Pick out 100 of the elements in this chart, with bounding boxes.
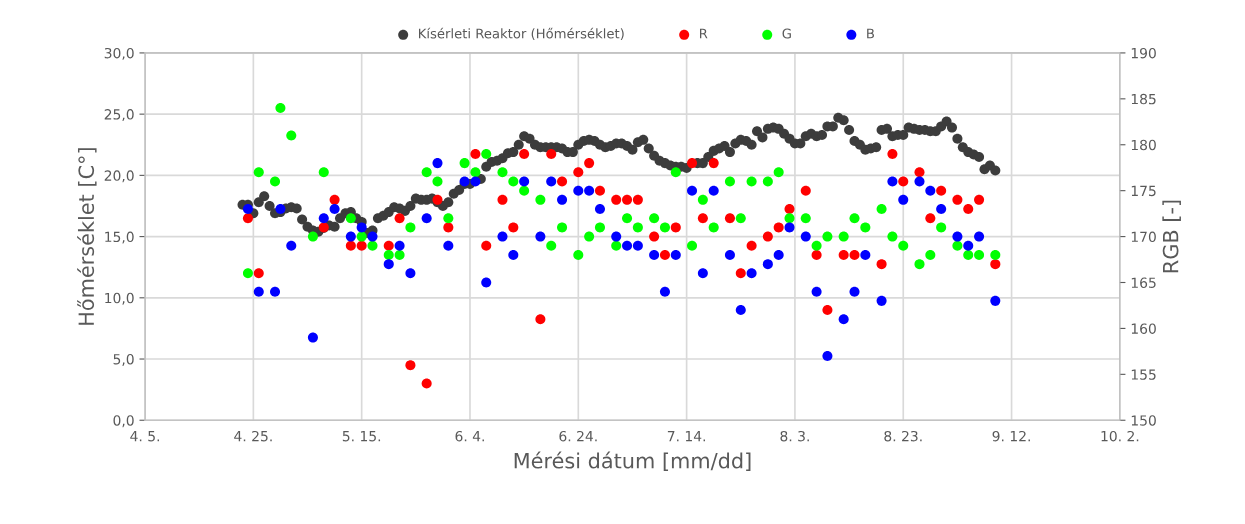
point	[670, 249, 681, 260]
x-tick-label: 8. 3.	[780, 430, 809, 442]
point	[253, 167, 264, 178]
y-tick-label: 5,0	[113, 354, 134, 366]
point	[784, 222, 795, 233]
point	[622, 213, 633, 224]
point	[470, 167, 481, 178]
point	[974, 249, 985, 260]
x-tick-label: 6. 24.	[559, 430, 597, 442]
point	[735, 268, 746, 279]
point	[963, 249, 974, 260]
point	[952, 231, 963, 242]
point	[974, 231, 985, 242]
point	[535, 314, 546, 325]
point	[546, 148, 557, 159]
y-tick-label: 25,0	[104, 109, 134, 122]
point	[659, 249, 670, 260]
point	[800, 213, 811, 224]
y2-tick-label: 185	[1131, 93, 1156, 105]
x-tick-label: 5. 15.	[342, 431, 381, 442]
point	[367, 240, 378, 251]
point	[876, 259, 887, 270]
point	[838, 231, 849, 242]
point	[936, 204, 947, 215]
point	[481, 148, 492, 159]
point	[286, 240, 297, 251]
point	[773, 249, 784, 260]
point	[822, 350, 833, 361]
point	[724, 249, 735, 260]
point	[762, 231, 773, 242]
point	[990, 295, 1001, 306]
legend-label: R	[700, 28, 708, 39]
point	[925, 185, 936, 196]
point	[876, 204, 887, 215]
point	[849, 286, 860, 297]
y2-axis-title: RGB [-]	[1162, 200, 1181, 273]
point	[735, 305, 746, 316]
point	[952, 194, 963, 205]
point	[649, 213, 660, 224]
point	[887, 176, 898, 187]
point	[800, 231, 811, 242]
y2-tick-label: 190	[1131, 47, 1156, 59]
point	[762, 259, 773, 270]
point	[822, 231, 833, 242]
y2-tick-label: 180	[1131, 139, 1156, 151]
point	[470, 176, 481, 187]
point	[914, 259, 925, 270]
point	[270, 286, 281, 297]
point	[849, 213, 860, 224]
point	[611, 240, 622, 251]
point	[974, 194, 985, 205]
point	[632, 194, 643, 205]
point	[649, 249, 660, 260]
point	[990, 259, 1001, 270]
y2-tick-label: 175	[1131, 185, 1156, 197]
point	[708, 185, 719, 196]
point	[708, 222, 719, 233]
point	[622, 194, 633, 205]
point	[519, 185, 530, 196]
point	[383, 240, 394, 251]
point	[746, 176, 757, 187]
point	[443, 240, 454, 251]
legend-label: B	[867, 28, 874, 39]
point	[649, 231, 660, 242]
point	[860, 249, 871, 260]
point	[242, 204, 253, 215]
point	[584, 158, 595, 169]
point	[253, 286, 264, 297]
y-tick-label: 10,0	[105, 292, 134, 305]
point	[421, 167, 432, 178]
point	[659, 222, 670, 233]
point	[383, 249, 394, 260]
point	[519, 148, 530, 159]
y2-tick-label: 160	[1131, 323, 1156, 334]
point	[329, 204, 340, 215]
point	[508, 222, 519, 233]
point	[773, 167, 784, 178]
legend-label: G	[782, 28, 791, 39]
point	[925, 213, 936, 224]
point	[898, 176, 909, 187]
point	[481, 277, 492, 288]
point	[497, 194, 508, 205]
point	[546, 176, 557, 187]
point	[557, 176, 568, 187]
point	[670, 222, 681, 233]
point	[784, 213, 795, 224]
point	[286, 130, 297, 141]
point	[275, 103, 286, 114]
point	[632, 222, 643, 233]
point	[887, 148, 898, 159]
point	[838, 314, 849, 325]
point	[242, 268, 253, 279]
point	[735, 213, 746, 224]
point	[318, 213, 329, 224]
point	[470, 148, 481, 159]
point	[253, 268, 264, 279]
x-tick-label: 7. 14.	[667, 431, 705, 442]
point	[811, 240, 822, 251]
point	[611, 231, 622, 242]
point	[367, 231, 378, 242]
